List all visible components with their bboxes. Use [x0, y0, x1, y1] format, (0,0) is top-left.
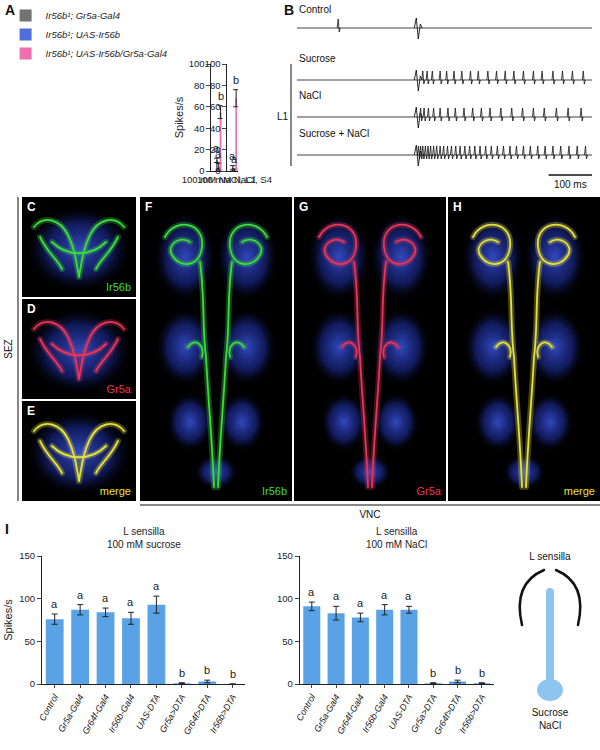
svg-text:H: H: [453, 200, 462, 214]
svg-text:b: b: [230, 668, 236, 680]
svg-text:100: 100: [189, 58, 205, 69]
svg-text:L sensilla: L sensilla: [529, 551, 571, 562]
svg-text:Gr5a-Gal4: Gr5a-Gal4: [56, 693, 86, 734]
svg-text:E: E: [27, 404, 35, 418]
svg-text:Sucrose: Sucrose: [532, 707, 569, 718]
svg-text:B: B: [284, 2, 294, 18]
svg-text:C: C: [27, 200, 36, 214]
svg-text:100: 100: [277, 593, 293, 604]
svg-text:a: a: [229, 150, 236, 162]
svg-text:60: 60: [194, 101, 205, 112]
svg-text:Ir56b¹; UAS-Ir56b/Gr5a-Gal4: Ir56b¹; UAS-Ir56b/Gr5a-Gal4: [46, 48, 167, 59]
svg-text:Control: Control: [294, 692, 318, 723]
svg-text:L1: L1: [277, 111, 289, 122]
svg-text:Ir56b¹; Gr5a-Gal4: Ir56b¹; Gr5a-Gal4: [46, 10, 120, 21]
svg-text:b: b: [218, 90, 224, 102]
svg-text:Sucrose: Sucrose: [299, 53, 336, 64]
svg-text:L sensilla100 mM NaCl: L sensilla100 mM NaCl: [366, 526, 427, 550]
svg-text:VNC: VNC: [359, 509, 380, 520]
svg-text:a: a: [215, 148, 222, 160]
svg-text:0: 0: [215, 165, 220, 176]
svg-text:NaCl: NaCl: [299, 90, 321, 101]
svg-text:Gr64f>DTA: Gr64f>DTA: [182, 693, 213, 737]
svg-text:80: 80: [210, 80, 221, 91]
svg-text:a: a: [381, 589, 388, 601]
svg-text:L sensilla100 mM sucrose: L sensilla100 mM sucrose: [107, 526, 181, 550]
svg-text:F: F: [145, 200, 152, 214]
svg-text:b: b: [479, 667, 485, 679]
svg-text:b: b: [430, 667, 436, 679]
svg-text:Ir56b>DTA: Ir56b>DTA: [208, 693, 238, 735]
svg-text:a: a: [213, 142, 220, 154]
svg-text:Ir56b¹; UAS-Ir56b: Ir56b¹; UAS-Ir56b: [46, 29, 120, 40]
svg-text:Gr64f>DTA: Gr64f>DTA: [432, 693, 463, 737]
svg-text:UAS-DTA: UAS-DTA: [387, 693, 415, 732]
svg-text:A: A: [5, 2, 15, 18]
svg-text:100: 100: [205, 58, 221, 69]
svg-text:Ir56b>DTA: Ir56b>DTA: [457, 693, 487, 735]
svg-text:100 mM NaCl, L1: 100 mM NaCl, L1: [182, 174, 256, 185]
svg-text:50: 50: [282, 636, 293, 647]
svg-text:b: b: [233, 74, 239, 86]
svg-text:Ir56b: Ir56b: [262, 485, 287, 497]
svg-text:Ir56b: Ir56b: [106, 281, 131, 293]
svg-text:Gr5a>DTA: Gr5a>DTA: [158, 693, 188, 735]
svg-text:60: 60: [210, 101, 221, 112]
svg-text:a: a: [308, 586, 315, 598]
svg-text:80: 80: [194, 80, 205, 91]
svg-text:40: 40: [210, 123, 221, 134]
svg-text:b: b: [455, 664, 461, 676]
svg-text:20: 20: [194, 144, 205, 155]
svg-text:0: 0: [287, 678, 292, 689]
svg-text:merge: merge: [564, 485, 595, 497]
svg-text:b: b: [204, 664, 210, 676]
svg-text:Gr5a: Gr5a: [107, 383, 132, 395]
svg-text:NaCl: NaCl: [539, 720, 561, 731]
svg-text:SEZ: SEZ: [3, 339, 14, 358]
svg-text:Spikes/s: Spikes/s: [173, 96, 185, 138]
svg-text:150: 150: [19, 550, 35, 561]
svg-text:a: a: [77, 589, 84, 601]
svg-text:Gr5a>DTA: Gr5a>DTA: [409, 693, 439, 735]
svg-text:a: a: [127, 596, 134, 608]
svg-text:100 mM NaCl, S4: 100 mM NaCl, S4: [197, 174, 272, 185]
svg-text:Control: Control: [299, 4, 331, 15]
svg-text:a: a: [333, 590, 340, 602]
svg-text:a: a: [153, 580, 160, 592]
svg-text:a: a: [357, 597, 364, 609]
svg-text:a: a: [51, 598, 58, 610]
svg-text:Gr64f-Gal4: Gr64f-Gal4: [80, 693, 111, 737]
svg-text:50: 50: [25, 636, 36, 647]
svg-text:Gr5a: Gr5a: [417, 485, 442, 497]
svg-text:a: a: [231, 153, 238, 165]
svg-text:Ir56b-Gal4: Ir56b-Gal4: [107, 693, 137, 735]
svg-text:Ir56b-Gal4: Ir56b-Gal4: [360, 693, 390, 735]
svg-text:Gr5a-Gal4: Gr5a-Gal4: [312, 693, 342, 734]
svg-text:D: D: [27, 302, 36, 316]
svg-text:a: a: [405, 590, 412, 602]
svg-text:Spikes/s: Spikes/s: [2, 599, 14, 641]
svg-text:40: 40: [194, 123, 205, 134]
svg-text:merge: merge: [100, 485, 131, 497]
svg-text:a: a: [102, 592, 109, 604]
svg-text:Control: Control: [37, 692, 61, 723]
svg-text:Gr64f-Gal4: Gr64f-Gal4: [335, 693, 366, 737]
svg-text:150: 150: [277, 550, 293, 561]
svg-text:0: 0: [199, 165, 204, 176]
svg-text:G: G: [299, 200, 308, 214]
svg-text:UAS-DTA: UAS-DTA: [134, 693, 162, 732]
svg-text:20: 20: [210, 144, 221, 155]
svg-text:b: b: [179, 667, 185, 679]
svg-text:0: 0: [30, 678, 35, 689]
svg-text:100 ms: 100 ms: [554, 179, 587, 190]
svg-text:Sucrose + NaCl: Sucrose + NaCl: [299, 128, 369, 139]
svg-text:100: 100: [19, 593, 35, 604]
svg-text:I: I: [5, 521, 9, 537]
